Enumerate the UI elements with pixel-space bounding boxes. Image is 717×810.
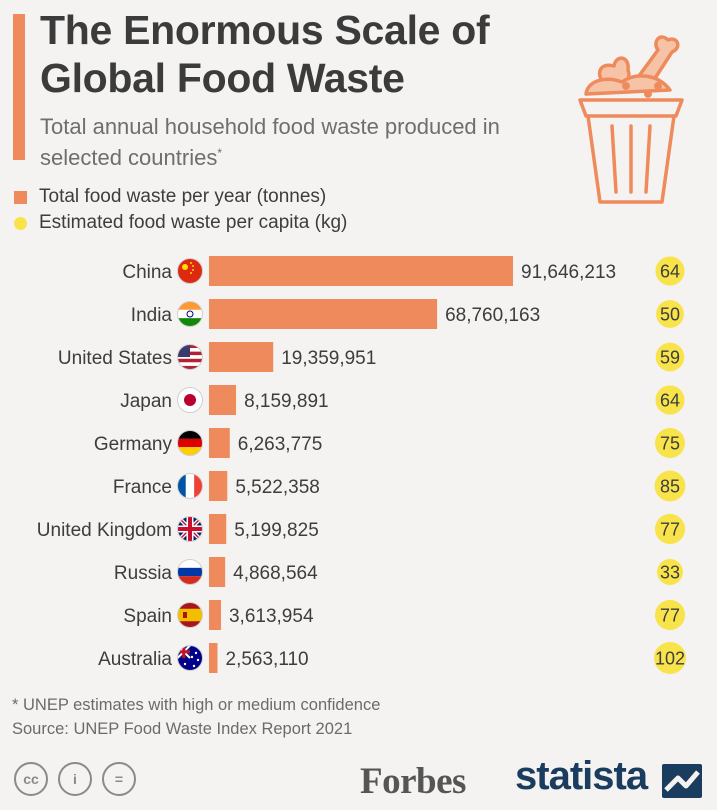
legend-item-total: Total food waste per year (tonnes) [14, 184, 347, 210]
bar-united-states [209, 342, 274, 372]
india-flag-icon [177, 301, 203, 327]
value-label-india: 68,760,163 [445, 305, 540, 326]
category-label-united-states: United States [58, 348, 172, 369]
chart-row-russia: Russia 4,868,564 33 [114, 557, 683, 587]
license-icons: cc i = [14, 762, 136, 796]
bar-australia [209, 643, 218, 673]
capita-label-japan: 64 [660, 391, 680, 411]
bar-japan [209, 385, 237, 415]
chart-rows: China 91,646,213 64 India 68,760,163 50 United… [37, 256, 686, 674]
capita-label-united-states: 59 [660, 348, 680, 368]
value-label-china: 91,646,213 [521, 262, 616, 283]
germany-flag-icon [177, 430, 203, 456]
australia-flag-icon [177, 645, 203, 671]
chart-row-japan: Japan 8,159,891 64 [120, 385, 685, 415]
capita-dot-russia [657, 559, 683, 585]
legend-dot-yellow [14, 216, 27, 230]
chart-row-germany: Germany 6,263,775 75 [94, 427, 686, 459]
category-label-russia: Russia [114, 563, 173, 584]
bar-united-kingdom [209, 514, 227, 544]
legend: Total food waste per year (tonnes) Estim… [14, 184, 347, 236]
capita-label-united-kingdom: 77 [660, 520, 680, 540]
accent-bar [13, 14, 25, 160]
legend-label-capita: Estimated food waste per capita (kg) [39, 212, 348, 233]
category-label-japan: Japan [120, 391, 172, 412]
capita-dot-united-states [655, 342, 685, 372]
statista-logo: statista [515, 754, 648, 798]
category-label-china: China [122, 262, 172, 283]
chart-row-china: China 91,646,213 64 [122, 256, 685, 286]
bar-china [209, 256, 513, 286]
footnote: * UNEP estimates with high or medium con… [12, 693, 380, 741]
capita-label-china: 64 [660, 262, 680, 282]
china-flag-icon [177, 258, 203, 284]
capita-label-india: 50 [660, 305, 680, 325]
russia-flag-icon [177, 559, 203, 585]
footnote-note: * UNEP estimates with high or medium con… [12, 696, 381, 714]
category-label-australia: Australia [98, 649, 172, 670]
category-label-india: India [131, 305, 173, 326]
capita-label-australia: 102 [655, 649, 685, 669]
capita-dot-united-kingdom [654, 513, 686, 545]
attribution-icon: i [58, 762, 92, 796]
category-label-germany: Germany [94, 434, 173, 455]
capita-dot-china [655, 256, 685, 286]
bar-france [209, 471, 228, 501]
spain-flag-icon [177, 602, 203, 628]
chart-subtitle: Total annual household food waste produc… [40, 113, 580, 171]
value-label-spain: 3,613,954 [229, 606, 314, 627]
subtitle-text: Total annual household food waste produc… [40, 114, 500, 170]
capita-label-germany: 75 [660, 434, 680, 454]
us-flag-icon [177, 344, 203, 370]
no-derivatives-icon: = [102, 762, 136, 796]
category-label-france: France [113, 477, 172, 498]
forbes-logo: Forbes [360, 761, 466, 802]
chart-row-spain: Spain 3,613,954 77 [123, 599, 686, 631]
capita-dot-australia [654, 642, 686, 674]
chart-row-united-states: United States 19,359,951 59 [58, 342, 685, 372]
capita-label-france: 85 [660, 477, 680, 497]
food-bucket-icon [578, 35, 684, 204]
subtitle-footnote-mark: * [217, 146, 222, 160]
capita-dot-france [654, 470, 686, 502]
chart-row-australia: Australia 2,563,110 102 [98, 642, 686, 674]
chart-row-france: France 5,522,358 85 [113, 470, 686, 502]
france-flag-icon [177, 473, 203, 499]
value-label-united-states: 19,359,951 [281, 348, 376, 369]
bar-india [209, 299, 438, 329]
value-label-germany: 6,263,775 [238, 434, 323, 455]
footnote-source: Source: UNEP Food Waste Index Report 202… [12, 720, 353, 738]
chart-row-united-kingdom: United Kingdom 5,199,825 77 [37, 513, 686, 545]
category-label-united-kingdom: United Kingdom [37, 520, 172, 541]
chart-row-india: India 68,760,163 50 [131, 299, 684, 329]
capita-dot-india [656, 300, 684, 328]
capita-dot-japan [655, 385, 685, 415]
capita-dot-germany [654, 427, 686, 459]
value-label-united-kingdom: 5,199,825 [234, 520, 319, 541]
legend-swatch-orange [14, 190, 27, 204]
legend-item-capita: Estimated food waste per capita (kg) [14, 210, 347, 236]
value-label-russia: 4,868,564 [233, 563, 318, 584]
statista-logo-icon [662, 764, 702, 798]
value-label-australia: 2,563,110 [226, 649, 309, 670]
value-label-japan: 8,159,891 [244, 391, 329, 412]
japan-flag-icon [177, 387, 203, 413]
chart-title: The Enormous Scale of Global Food Waste [40, 7, 490, 101]
legend-label-total: Total food waste per year (tonnes) [39, 186, 327, 207]
category-label-spain: Spain [123, 606, 172, 627]
capita-dot-spain [654, 599, 686, 631]
value-label-france: 5,522,358 [235, 477, 320, 498]
bar-germany [209, 428, 230, 458]
cc-icon: cc [14, 762, 48, 796]
capita-label-spain: 77 [660, 606, 680, 626]
uk-flag-icon [177, 516, 203, 542]
bar-spain [209, 600, 221, 630]
bar-russia [209, 557, 226, 587]
capita-label-russia: 33 [660, 563, 680, 583]
